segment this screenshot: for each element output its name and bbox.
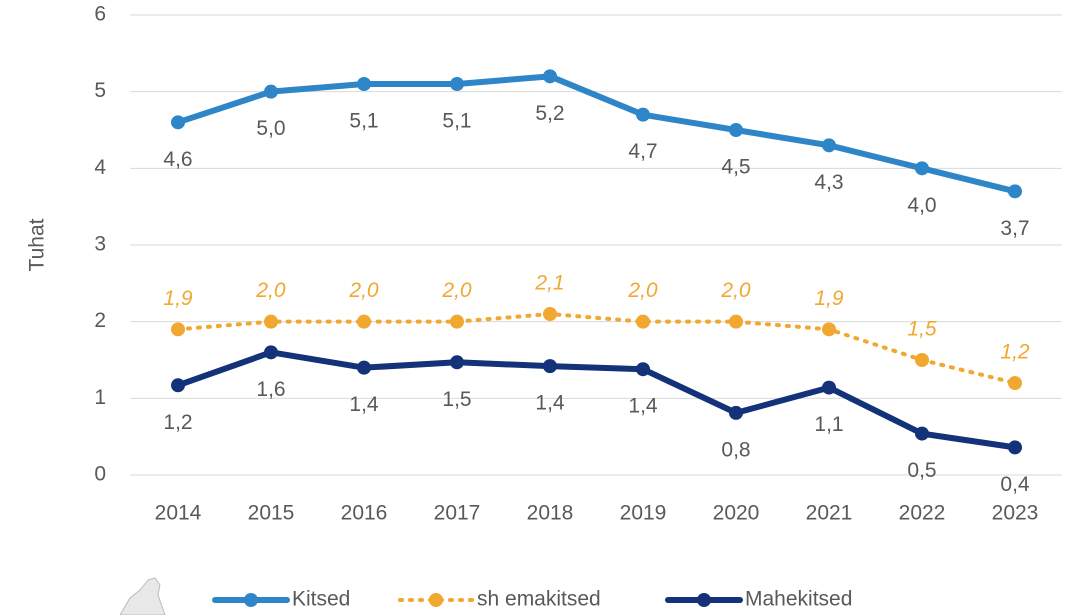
data-label: 5,1 bbox=[349, 110, 378, 133]
point-marker bbox=[822, 380, 836, 395]
data-label: 1,2 bbox=[163, 411, 192, 434]
data-label: 1,4 bbox=[628, 395, 658, 418]
legend-marker bbox=[244, 593, 258, 607]
data-label: 0,8 bbox=[721, 438, 750, 461]
point-marker bbox=[636, 314, 650, 329]
series-line bbox=[175, 349, 1018, 451]
x-tick-label: 2021 bbox=[806, 502, 853, 525]
data-label: 2,0 bbox=[441, 279, 472, 302]
point-marker bbox=[915, 426, 929, 441]
data-label: 1,1 bbox=[814, 413, 843, 436]
y-tick-label: 5 bbox=[94, 79, 106, 102]
point-marker bbox=[543, 359, 557, 374]
y-tick-label: 4 bbox=[94, 156, 106, 179]
series-line bbox=[176, 312, 1017, 385]
data-label: 1,2 bbox=[1000, 341, 1030, 364]
legend-marker bbox=[697, 593, 711, 607]
point-marker bbox=[264, 314, 278, 329]
data-label: 2,1 bbox=[534, 272, 564, 295]
point-marker bbox=[450, 355, 464, 370]
data-label: 5,1 bbox=[442, 110, 471, 133]
data-label: 4,7 bbox=[628, 140, 657, 163]
goat-icon bbox=[119, 577, 166, 615]
x-tick-label: 2019 bbox=[620, 502, 667, 525]
point-marker bbox=[357, 314, 371, 329]
data-label: 1,5 bbox=[442, 388, 471, 411]
x-tick-label: 2020 bbox=[713, 502, 760, 525]
data-label: 2,0 bbox=[720, 279, 751, 302]
data-label: 5,2 bbox=[535, 102, 564, 125]
data-label: 2,0 bbox=[348, 279, 379, 302]
data-label: 5,0 bbox=[256, 117, 285, 140]
point-marker bbox=[450, 314, 464, 329]
data-label: 3,7 bbox=[1000, 217, 1029, 240]
point-marker bbox=[915, 353, 929, 367]
x-tick-label: 2016 bbox=[341, 502, 388, 525]
data-label: 4,3 bbox=[814, 171, 843, 194]
data-label: 1,6 bbox=[256, 378, 285, 401]
data-label: 1,9 bbox=[163, 287, 193, 310]
y-tick-label: 6 bbox=[94, 3, 106, 26]
point-marker bbox=[729, 123, 743, 137]
y-tick-label: 1 bbox=[94, 386, 106, 409]
series-line bbox=[175, 73, 1018, 195]
point-marker bbox=[171, 378, 185, 393]
point-marker bbox=[729, 314, 743, 329]
x-tick-label: 2015 bbox=[248, 502, 295, 525]
x-tick-label: 2018 bbox=[527, 502, 574, 525]
point-marker bbox=[543, 69, 557, 84]
x-tick-label: 2022 bbox=[899, 502, 946, 525]
point-marker bbox=[264, 345, 278, 360]
point-marker bbox=[822, 138, 836, 153]
point-marker bbox=[636, 107, 650, 122]
data-label: 1,9 bbox=[814, 287, 844, 310]
point-marker bbox=[729, 405, 743, 420]
point-marker bbox=[450, 77, 464, 91]
data-label: 4,5 bbox=[721, 156, 750, 179]
data-label: 0,4 bbox=[1000, 473, 1030, 496]
x-tick-label: 2014 bbox=[155, 502, 202, 525]
legend-label: sh emakitsed bbox=[477, 588, 601, 611]
point-marker bbox=[822, 322, 836, 337]
legend-label: Kitsed bbox=[292, 588, 350, 611]
point-marker bbox=[1008, 184, 1022, 199]
y-axis-label: Tuhat bbox=[26, 218, 49, 271]
y-tick-label: 2 bbox=[94, 309, 106, 332]
data-label: 4,6 bbox=[163, 148, 192, 171]
point-marker bbox=[915, 161, 929, 176]
point-marker bbox=[171, 115, 185, 130]
point-marker bbox=[357, 77, 371, 91]
data-label: 1,5 bbox=[907, 318, 937, 341]
legend-label: Mahekitsed bbox=[745, 588, 852, 611]
data-label: 2,0 bbox=[255, 279, 286, 302]
data-label: 1,4 bbox=[535, 392, 565, 415]
x-tick-label: 2023 bbox=[992, 502, 1039, 525]
y-tick-label: 3 bbox=[94, 233, 106, 256]
point-marker bbox=[1008, 376, 1022, 390]
point-marker bbox=[357, 360, 371, 375]
point-marker bbox=[543, 307, 557, 321]
y-tick-label: 0 bbox=[94, 463, 106, 486]
point-marker bbox=[264, 84, 278, 99]
data-label: 4,0 bbox=[907, 194, 936, 217]
data-label: 0,5 bbox=[907, 459, 936, 482]
x-tick-label: 2017 bbox=[434, 502, 481, 525]
point-marker bbox=[171, 322, 185, 337]
data-label: 1,4 bbox=[349, 393, 379, 416]
point-marker bbox=[1008, 440, 1022, 455]
data-label: 2,0 bbox=[627, 279, 658, 302]
point-marker bbox=[636, 362, 650, 377]
legend-marker bbox=[429, 593, 443, 607]
